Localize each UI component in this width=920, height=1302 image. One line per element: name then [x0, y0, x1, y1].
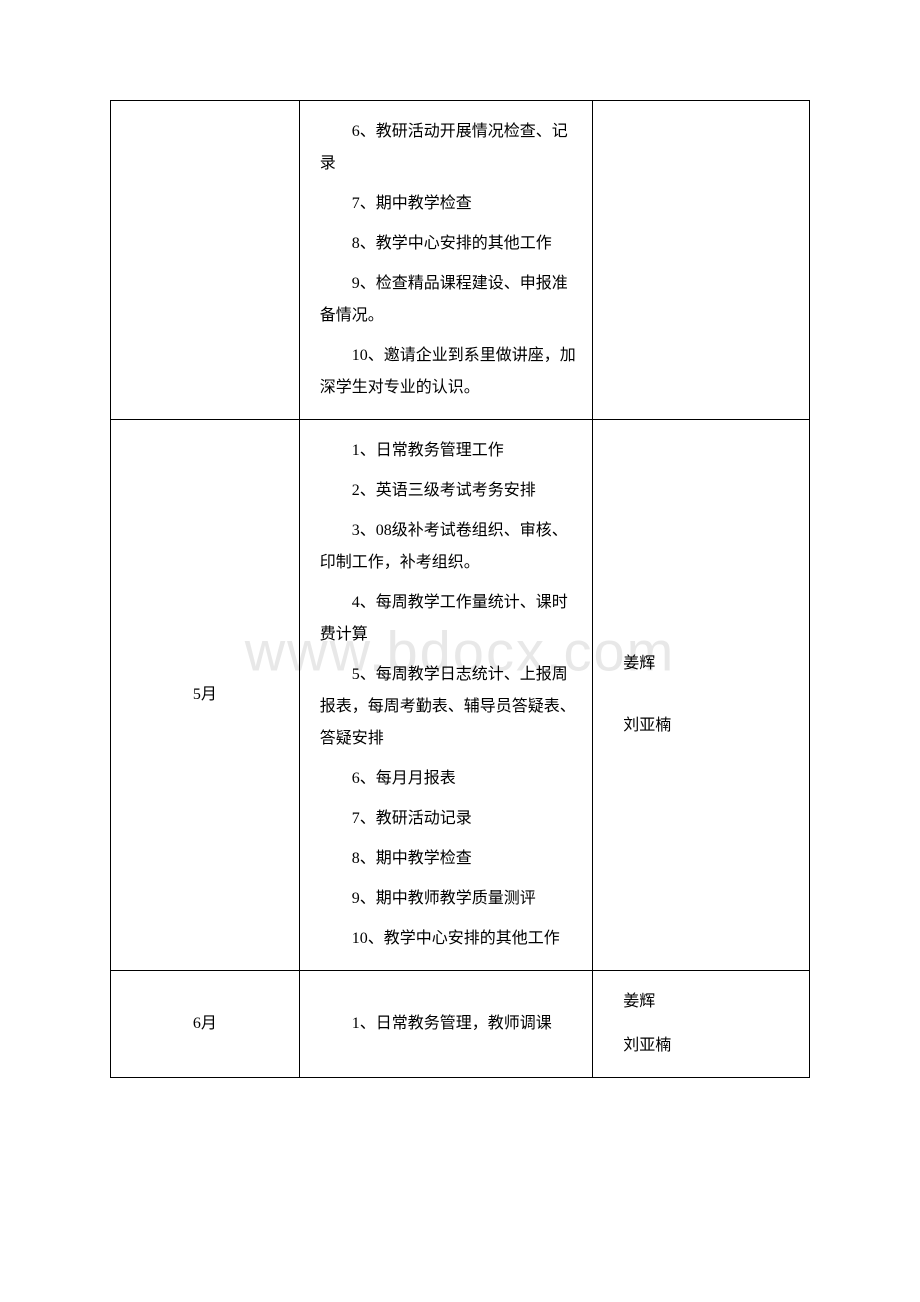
- person-name: 姜辉: [623, 648, 799, 680]
- task-item: 10、教学中心安排的其他工作: [320, 923, 578, 955]
- task-item: 8、期中教学检查: [320, 843, 578, 875]
- task-item: 3、08级补考试卷组织、审核、印制工作，补考组织。: [320, 515, 578, 579]
- task-item: 1、日常教务管理工作: [320, 435, 578, 467]
- person-name: 姜辉: [623, 986, 799, 1018]
- task-item: 2、英语三级考试考务安排: [320, 475, 578, 507]
- task-item: 6、教研活动开展情况检查、记录: [320, 116, 578, 180]
- task-item: 8、教学中心安排的其他工作: [320, 228, 578, 260]
- task-item: 4、每周教学工作量统计、课时费计算: [320, 587, 578, 651]
- task-item: 6、每月月报表: [320, 763, 578, 795]
- schedule-table: 6、教研活动开展情况检查、记录 7、期中教学检查 8、教学中心安排的其他工作 9…: [110, 100, 810, 1078]
- task-item: 1、日常教务管理，教师调课: [320, 1008, 578, 1040]
- table-row: 6、教研活动开展情况检查、记录 7、期中教学检查 8、教学中心安排的其他工作 9…: [111, 101, 810, 420]
- month-cell: 5月: [111, 420, 300, 971]
- table-row: 5月 1、日常教务管理工作 2、英语三级考试考务安排 3、08级补考试卷组织、审…: [111, 420, 810, 971]
- task-item: 9、期中教师教学质量测评: [320, 883, 578, 915]
- tasks-cell: 1、日常教务管理工作 2、英语三级考试考务安排 3、08级补考试卷组织、审核、印…: [299, 420, 593, 971]
- month-cell: 6月: [111, 971, 300, 1078]
- task-item: 9、检查精品课程建设、申报准备情况。: [320, 268, 578, 332]
- task-item: 5、每周教学日志统计、上报周报表，每周考勤表、辅导员答疑表、答疑安排: [320, 659, 578, 755]
- task-item: 10、邀请企业到系里做讲座，加深学生对专业的认识。: [320, 340, 578, 404]
- tasks-cell: 1、日常教务管理，教师调课: [299, 971, 593, 1078]
- month-cell: [111, 101, 300, 420]
- persons-cell: 姜辉 刘亚楠: [593, 971, 810, 1078]
- person-name: 刘亚楠: [623, 1030, 799, 1062]
- persons-cell: 姜辉 刘亚楠: [593, 420, 810, 971]
- task-item: 7、期中教学检查: [320, 188, 578, 220]
- persons-cell: [593, 101, 810, 420]
- tasks-cell: 6、教研活动开展情况检查、记录 7、期中教学检查 8、教学中心安排的其他工作 9…: [299, 101, 593, 420]
- table-row: 6月 1、日常教务管理，教师调课 姜辉 刘亚楠: [111, 971, 810, 1078]
- task-item: 7、教研活动记录: [320, 803, 578, 835]
- person-name: 刘亚楠: [623, 710, 799, 742]
